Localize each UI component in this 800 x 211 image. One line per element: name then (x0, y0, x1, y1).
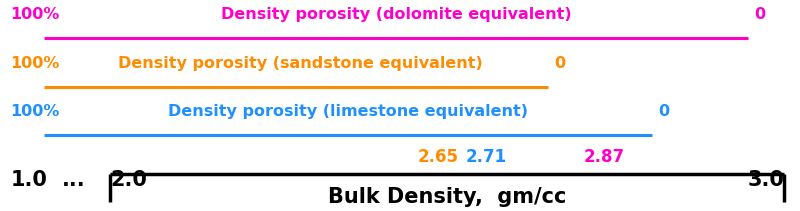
Text: Density porosity (sandstone equivalent): Density porosity (sandstone equivalent) (118, 56, 482, 71)
Text: Density porosity (dolomite equivalent): Density porosity (dolomite equivalent) (221, 7, 571, 22)
Text: 2.65: 2.65 (418, 148, 459, 166)
Text: 100%: 100% (10, 7, 60, 22)
Text: 2.71: 2.71 (466, 148, 507, 166)
Text: 0: 0 (754, 7, 766, 22)
Text: 3.0: 3.0 (747, 170, 784, 190)
Text: 0: 0 (554, 56, 566, 71)
Text: 1.0: 1.0 (10, 170, 47, 190)
Text: 2.0: 2.0 (110, 170, 147, 190)
Text: 0: 0 (658, 104, 670, 119)
Text: 2.87: 2.87 (583, 148, 625, 166)
Text: 100%: 100% (10, 56, 60, 71)
Text: ...: ... (62, 170, 86, 190)
Text: Bulk Density,  gm/cc: Bulk Density, gm/cc (328, 187, 566, 207)
Text: 100%: 100% (10, 104, 60, 119)
Text: Density porosity (limestone equivalent): Density porosity (limestone equivalent) (168, 104, 528, 119)
